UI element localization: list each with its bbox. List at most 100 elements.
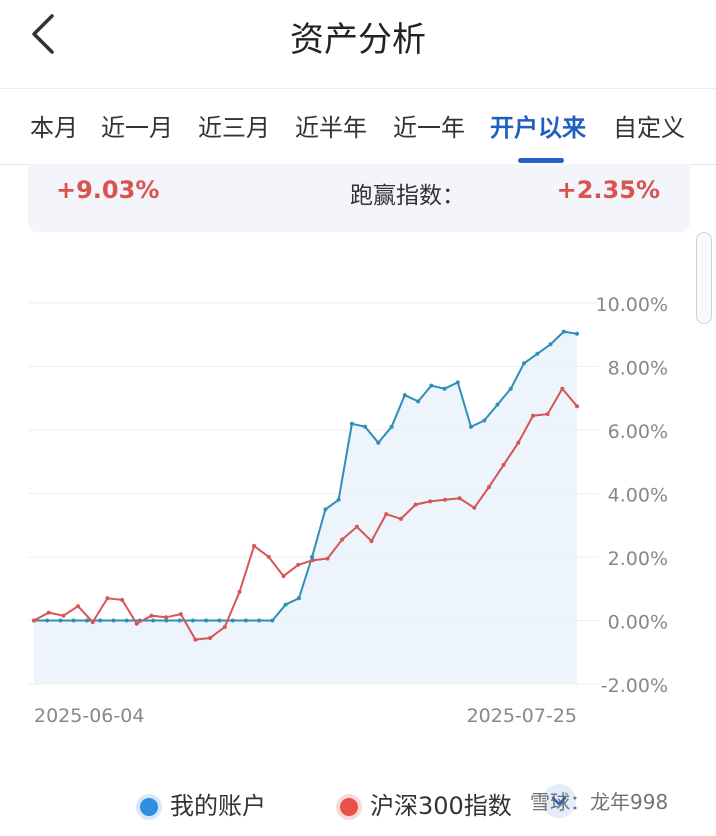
tab-this-month[interactable]: 本月 bbox=[30, 114, 78, 142]
account-point bbox=[376, 440, 381, 445]
index-point bbox=[398, 516, 403, 521]
index-point bbox=[413, 502, 418, 507]
index-point bbox=[501, 462, 506, 467]
index-point bbox=[281, 574, 286, 579]
y-tick-label: 2.00% bbox=[608, 548, 668, 570]
account-point bbox=[416, 399, 421, 404]
account-point bbox=[495, 402, 500, 407]
index-point bbox=[46, 610, 51, 615]
account-point bbox=[363, 424, 368, 429]
index-point bbox=[516, 440, 521, 445]
account-point bbox=[561, 329, 566, 334]
account-point bbox=[389, 424, 394, 429]
account-point bbox=[575, 331, 579, 336]
tab-since-opening[interactable]: 开户以来 bbox=[490, 114, 586, 142]
index-point bbox=[178, 612, 183, 617]
chevron-left-icon bbox=[32, 14, 54, 54]
scrollbar[interactable] bbox=[696, 232, 712, 324]
summary-card: +9.03% 跑赢指数： +2.35% bbox=[28, 164, 690, 232]
account-point bbox=[217, 618, 222, 623]
tab-3-months[interactable]: 近三月 bbox=[198, 114, 270, 142]
active-tab-indicator bbox=[518, 158, 564, 163]
legend-index-label: 沪深300指数 bbox=[370, 792, 512, 820]
account-point bbox=[548, 342, 553, 347]
account-point bbox=[310, 555, 315, 559]
total-return-value: +9.03% bbox=[56, 176, 160, 204]
y-tick-label: 4.00% bbox=[608, 485, 668, 507]
index-point bbox=[164, 615, 169, 620]
legend-toggle-button[interactable] bbox=[542, 784, 576, 818]
period-tabs: 本月 近一月 近三月 近半年 近一年 开户以来 自定义 bbox=[0, 88, 716, 165]
y-tick-label: 8.00% bbox=[608, 358, 668, 380]
tab-custom[interactable]: 自定义 bbox=[613, 114, 685, 142]
account-point bbox=[429, 383, 434, 388]
account-point bbox=[455, 380, 460, 385]
index-point bbox=[134, 621, 139, 626]
index-point bbox=[252, 543, 257, 548]
tab-6-months[interactable]: 近半年 bbox=[295, 114, 367, 142]
index-point bbox=[428, 499, 433, 504]
return-chart[interactable]: 10.00% 8.00% 6.00% 4.00% 2.00% 0.00% -2.00% 202… bbox=[0, 260, 716, 730]
index-point bbox=[222, 624, 227, 629]
account-point bbox=[522, 361, 526, 366]
x-end-label: 2025-07-25 bbox=[467, 705, 577, 727]
index-point bbox=[340, 537, 345, 542]
tab-1-month[interactable]: 近一月 bbox=[101, 114, 173, 142]
index-point bbox=[531, 413, 535, 418]
index-point bbox=[266, 555, 271, 559]
index-point bbox=[486, 485, 491, 490]
chevron-down-icon bbox=[551, 796, 567, 806]
account-point bbox=[190, 618, 195, 623]
account-point bbox=[151, 618, 156, 623]
y-tick-label: -2.00% bbox=[601, 675, 668, 697]
account-point bbox=[164, 618, 169, 623]
account-point bbox=[482, 418, 487, 423]
account-area bbox=[34, 331, 577, 684]
index-point bbox=[384, 512, 389, 517]
index-point bbox=[61, 613, 66, 618]
account-point bbox=[402, 393, 407, 398]
index-point bbox=[32, 618, 36, 623]
legend-item-account[interactable]: 我的账户 bbox=[140, 786, 266, 821]
account-point bbox=[296, 596, 301, 601]
page-title: 资产分析 bbox=[290, 20, 426, 60]
y-tick-label: 10.00% bbox=[596, 294, 668, 316]
index-point bbox=[296, 562, 301, 567]
index-point bbox=[149, 613, 154, 618]
index-point bbox=[354, 524, 359, 529]
index-point bbox=[442, 497, 447, 502]
legend-item-index[interactable]: 沪深300指数 bbox=[340, 786, 512, 821]
index-point bbox=[76, 604, 80, 609]
account-point bbox=[177, 618, 182, 623]
account-point bbox=[270, 618, 275, 623]
index-point bbox=[310, 558, 315, 563]
account-point bbox=[349, 421, 354, 426]
account-point bbox=[230, 618, 235, 623]
index-point bbox=[208, 636, 213, 640]
tab-1-year[interactable]: 近一年 bbox=[393, 114, 465, 142]
index-point bbox=[472, 505, 477, 510]
index-point bbox=[560, 386, 565, 391]
app-header: 资产分析 bbox=[0, 0, 716, 89]
index-line bbox=[33, 386, 578, 641]
account-dot-icon bbox=[140, 798, 158, 816]
account-point bbox=[442, 386, 447, 391]
y-tick-label: 6.00% bbox=[608, 421, 668, 443]
beat-index-value: +2.35% bbox=[556, 176, 660, 204]
account-point bbox=[98, 618, 103, 623]
account-point bbox=[45, 618, 50, 623]
account-point bbox=[336, 497, 341, 502]
account-point bbox=[124, 618, 129, 623]
index-point bbox=[193, 637, 198, 642]
chart-legend: 我的账户 沪深300指数 雪球：龙年998 bbox=[0, 778, 716, 828]
index-point bbox=[545, 412, 550, 417]
index-point bbox=[325, 556, 330, 561]
y-tick-label: 0.00% bbox=[608, 612, 668, 634]
index-dot-icon bbox=[340, 798, 358, 816]
account-point bbox=[508, 386, 513, 391]
account-point bbox=[469, 424, 473, 429]
x-start-label: 2025-06-04 bbox=[34, 705, 144, 727]
account-point bbox=[71, 618, 76, 623]
back-button[interactable] bbox=[22, 10, 70, 58]
legend-account-label: 我的账户 bbox=[170, 792, 266, 820]
